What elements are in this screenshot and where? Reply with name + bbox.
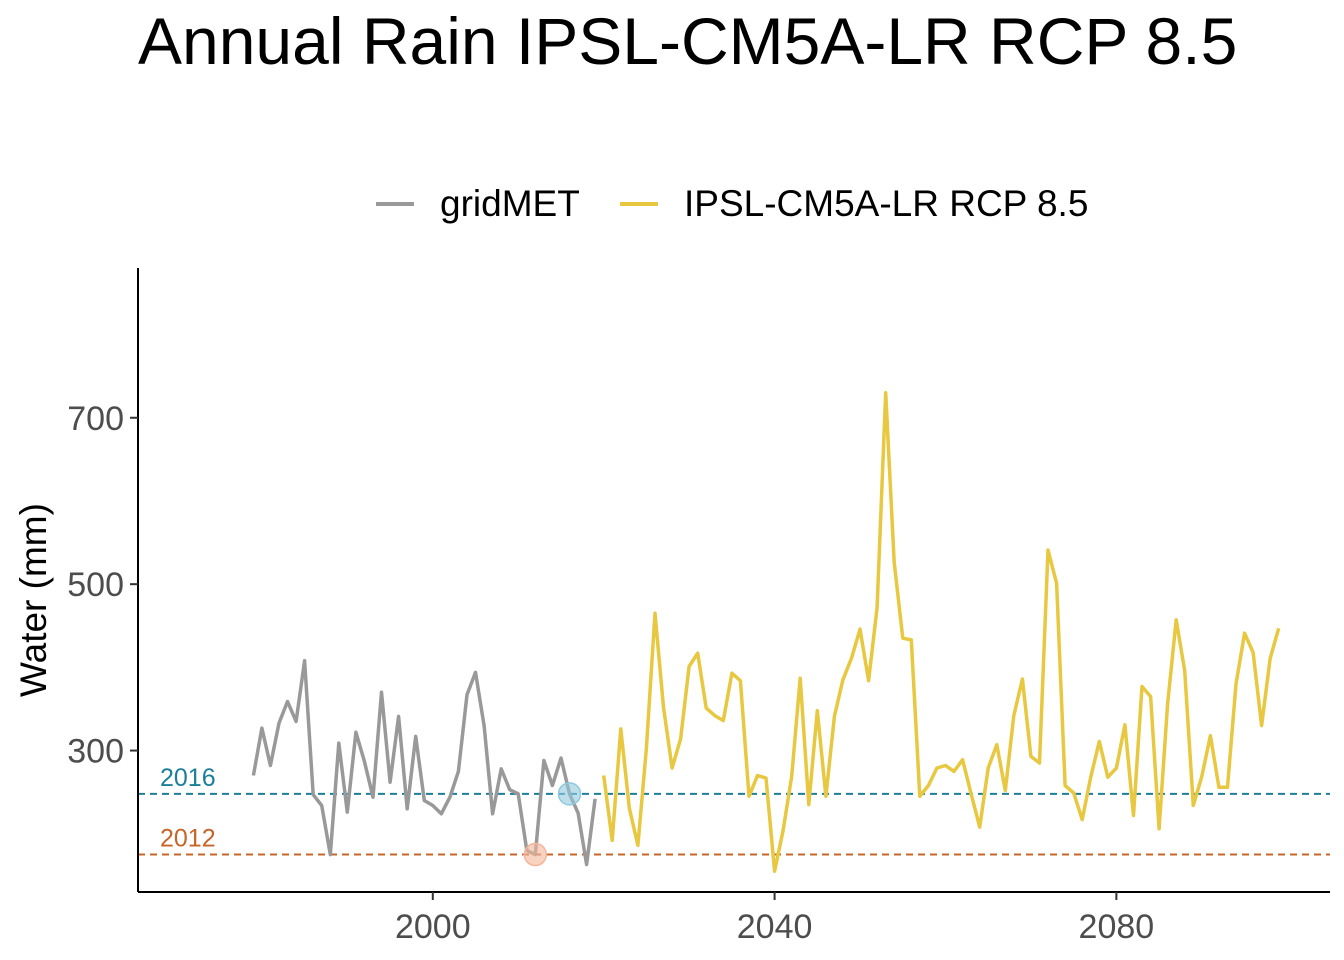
- legend-label-ipsl: IPSL-CM5A-LR RCP 8.5: [684, 183, 1089, 224]
- y-axis-title: Water (mm): [13, 503, 54, 697]
- x-tick-label-2000: 2000: [395, 908, 471, 946]
- legend-item-ipsl: IPSL-CM5A-LR RCP 8.5: [620, 176, 1088, 232]
- legend-key-gridmet: [376, 202, 414, 206]
- chart-title: Annual Rain IPSL-CM5A-LR RCP 8.5: [138, 4, 1238, 78]
- reference-label-2012: 2012: [160, 825, 216, 853]
- series-line-gridmet: [251, 658, 597, 867]
- legend-item-gridmet: gridMET: [376, 176, 580, 232]
- reference-label-2016: 2016: [160, 764, 216, 792]
- x-tick-label-2040: 2040: [737, 908, 813, 946]
- y-tick-label-300: 300: [67, 733, 124, 771]
- highlight-point-2012: [523, 842, 548, 867]
- y-tick-label-700: 700: [67, 400, 124, 438]
- series-line-ipsl-cm5a-lr-rcp-8-5: [601, 391, 1281, 873]
- x-tick-label-2080: 2080: [1079, 908, 1155, 946]
- legend: gridMET IPSL-CM5A-LR RCP 8.5: [0, 176, 1344, 232]
- y-tick-label-500: 500: [67, 566, 124, 604]
- highlight-point-2016: [557, 782, 582, 806]
- legend-key-ipsl: [620, 202, 658, 206]
- legend-label-gridmet: gridMET: [440, 183, 580, 224]
